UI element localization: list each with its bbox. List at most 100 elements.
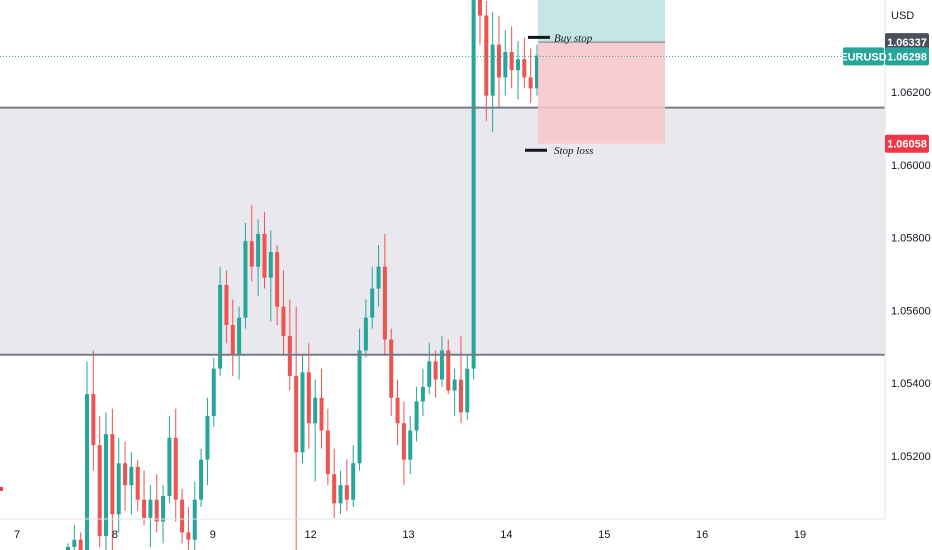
y-tick-label: 1.05400 [891, 378, 931, 390]
candle-body [452, 379, 457, 391]
candle-body [325, 430, 330, 475]
candle-body [123, 463, 128, 486]
symbol-label: EURUSD [840, 51, 887, 63]
candle-body [173, 437, 178, 500]
candle-body [180, 499, 185, 533]
candle-body [332, 474, 337, 504]
candle-body [129, 466, 134, 486]
take-profit-zone [538, 0, 665, 43]
candle-body [465, 368, 470, 413]
x-tick-label: 13 [402, 529, 414, 541]
candle-body [535, 55, 539, 89]
candle-body [382, 266, 387, 340]
candle-body [515, 59, 520, 71]
candle-body [237, 317, 242, 355]
x-tick-label: 16 [696, 529, 708, 541]
candle-body [319, 397, 324, 431]
candle-body [218, 284, 223, 369]
candle-body [458, 379, 463, 413]
candle-body [300, 372, 305, 453]
candle-body [142, 499, 147, 518]
candle-body [72, 539, 77, 547]
current-price-label: 1.06298 [887, 51, 927, 63]
entry-price-label: 1.06337 [887, 37, 927, 49]
candle-body [167, 437, 172, 497]
y-tick-label: 1.05600 [891, 305, 931, 317]
y-tick-label: 1.05200 [891, 451, 931, 463]
candle-body [154, 499, 159, 522]
current-badge [885, 47, 929, 66]
candle-body [287, 335, 292, 376]
candle-body [401, 423, 406, 460]
candle-body [256, 233, 261, 267]
candle-body [471, 0, 476, 369]
x-tick-label: 8 [112, 529, 118, 541]
alert-marker [0, 487, 3, 491]
candle-body [199, 459, 204, 500]
candle-body [104, 434, 109, 537]
candle-body [484, 15, 489, 96]
x-tick-label: 9 [210, 529, 216, 541]
candle-body [281, 306, 286, 336]
entry-badge [885, 33, 929, 52]
y-tick-label: 1.06000 [891, 160, 931, 172]
currency-label: USD [891, 10, 914, 22]
candle-body [224, 284, 229, 325]
candle-body [306, 372, 311, 424]
candle-body [528, 77, 533, 89]
candle-body [414, 401, 419, 431]
symbol-tag [843, 47, 884, 66]
supply-demand-zone [0, 107, 885, 355]
candle-body [268, 252, 273, 278]
candle-body [275, 252, 280, 307]
candle-body [433, 361, 438, 380]
candle-body [439, 350, 444, 380]
candle-body [496, 44, 501, 78]
stop-badge [885, 134, 929, 153]
candle-body [110, 434, 115, 515]
candle-body [370, 288, 375, 318]
candle-body [91, 394, 96, 446]
candle-body [363, 317, 368, 351]
x-tick-label: 15 [598, 529, 610, 541]
candle-body [262, 233, 267, 278]
candle-body [205, 415, 210, 460]
candle-body [249, 241, 254, 267]
candle-body [116, 463, 121, 515]
y-tick-label: 1.05800 [891, 233, 931, 245]
stop-price-label: 1.06058 [887, 139, 927, 151]
candle-body [427, 361, 432, 387]
candle-body [477, 0, 482, 16]
candle-body [135, 466, 140, 500]
candle-body [192, 499, 197, 540]
candle-body [490, 44, 495, 96]
candle-body [522, 59, 527, 78]
candle-body [376, 266, 381, 289]
candle-body [148, 499, 153, 518]
x-tick-label: 12 [305, 529, 317, 541]
x-tick-label: 19 [794, 529, 806, 541]
x-tick-label: 14 [500, 529, 512, 541]
candle-body [351, 463, 356, 500]
candle-body [161, 496, 166, 522]
candle-body [211, 368, 216, 416]
candle-body [395, 397, 400, 424]
candle-body [420, 386, 425, 402]
candle-body [344, 485, 349, 500]
candle-body [85, 394, 90, 550]
candle-body [357, 350, 362, 464]
candle-body [66, 547, 70, 550]
candle-body [230, 324, 235, 355]
candle-body [338, 485, 343, 504]
candle-body [78, 539, 83, 550]
y-tick-label: 1.06200 [891, 87, 931, 99]
candle-body [97, 445, 102, 537]
buy-stop-label: Buy stop [554, 32, 593, 44]
candle-body [243, 241, 248, 318]
candle-body [186, 532, 191, 540]
candle-body [503, 51, 508, 78]
candle-body [446, 350, 451, 391]
candle-body [389, 339, 394, 398]
